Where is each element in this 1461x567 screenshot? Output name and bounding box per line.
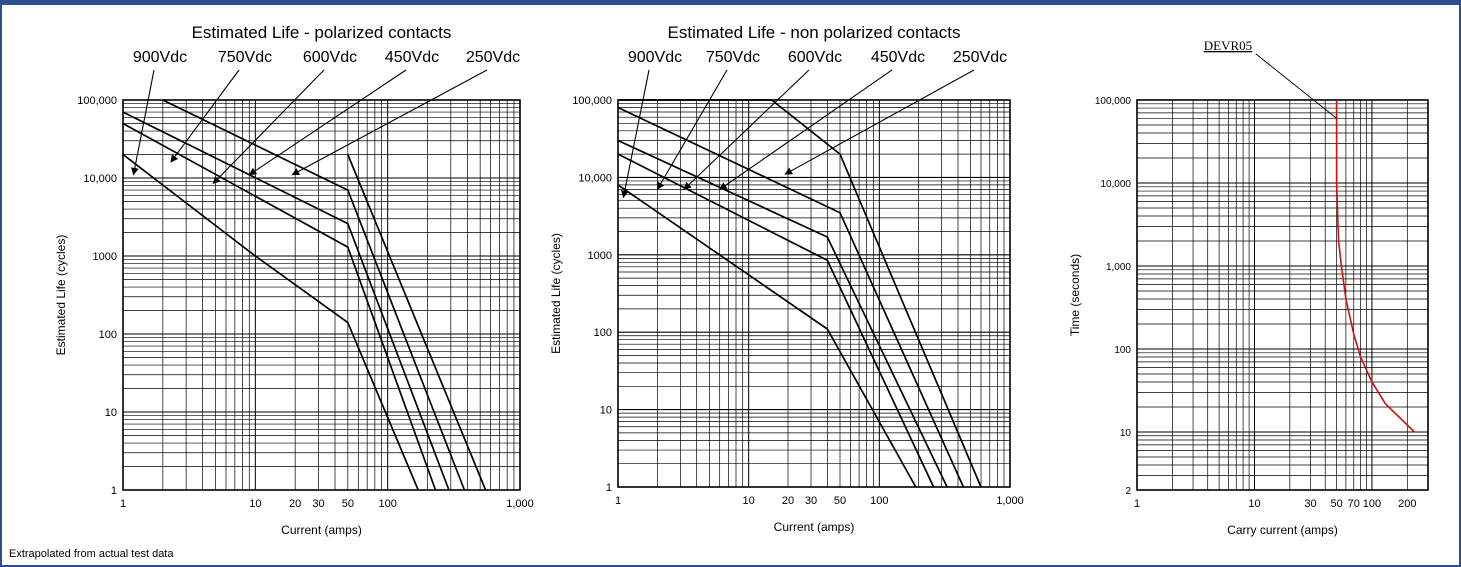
x-tick-label: 10 — [1248, 498, 1260, 510]
series-arrow — [212, 69, 325, 185]
chart-3: 1 10 30 50 70 100 2002101001,00010,000100,000C… — [1068, 38, 1429, 537]
x-tick-label: 50 — [834, 495, 846, 507]
series-label: 600Vdc — [788, 49, 842, 66]
series-line-900Vdc — [617, 184, 917, 488]
x-tick-label: 30 — [312, 498, 324, 510]
y-tick-label: 100,000 — [572, 95, 612, 107]
chart-2: 1 10 20 30 50 100 1,000 1 10 100 1000 10,000 100,000… — [549, 23, 1024, 534]
series-line-900Vdc — [122, 153, 419, 491]
y-tick-label: 10 — [1120, 428, 1132, 439]
series-label: 750Vdc — [218, 49, 272, 66]
y-axis-label: Estimated Life (cycles) — [54, 235, 68, 356]
series-arrow — [1255, 53, 1337, 119]
series-label: 900Vdc — [628, 49, 682, 66]
chart-1: 1 10 20 30 50 100 1,000 1 10 100 1000 10,000 100,000… — [54, 23, 534, 537]
y-axis-label: Estimated Life (cycles) — [549, 233, 563, 354]
series-line-450Vdc — [162, 99, 466, 491]
y-tick-label: 1,000 — [1106, 262, 1131, 273]
y-tick-label: 100 — [1114, 345, 1131, 356]
y-tick-label: 10,000 — [1100, 179, 1131, 190]
series-line-600Vdc — [617, 139, 948, 488]
x-axis-label: Current (amps) — [774, 520, 855, 534]
y-tick-label: 10 — [600, 405, 612, 417]
plot-border — [617, 99, 1011, 488]
series-label: 900Vdc — [133, 49, 187, 66]
series-label: DEVR05 — [1204, 38, 1252, 53]
series-line-750Vdc — [617, 153, 935, 488]
series-arrow — [291, 69, 488, 176]
x-tick-label: 20 — [289, 498, 301, 510]
y-tick-label: 10,000 — [578, 172, 612, 184]
series-line-600Vdc — [122, 111, 450, 491]
x-tick-label: 1 — [120, 498, 126, 510]
y-tick-label: 100,000 — [1095, 96, 1132, 107]
y-tick-label: 2 — [1125, 486, 1131, 497]
series-arrow — [170, 69, 240, 163]
x-tick-label: 1 — [1134, 498, 1140, 510]
series-line-250Vdc — [618, 99, 982, 488]
plot-border — [122, 99, 521, 491]
x-tick-label: 1,000 — [506, 498, 534, 510]
series-arrow — [719, 69, 893, 190]
y-tick-label: 100 — [99, 329, 117, 341]
y-tick-label: 100 — [594, 327, 612, 339]
x-axis-label: Carry current (amps) — [1227, 523, 1338, 537]
x-axis-label: Current (amps) — [281, 523, 362, 537]
x-tick-label: 100 — [378, 498, 396, 510]
grid — [1136, 100, 1429, 491]
series-label: 450Vdc — [871, 49, 925, 66]
series-line-750Vdc — [122, 122, 437, 491]
x-tick-label: 10 — [249, 498, 261, 510]
x-tick-label: 1 — [615, 495, 621, 507]
series-arrow — [656, 69, 728, 191]
series-label: 750Vdc — [706, 49, 760, 66]
x-tick-label: 70 — [1348, 498, 1360, 510]
y-tick-label: 10 — [105, 407, 117, 419]
x-tick-label: 100 — [870, 495, 888, 507]
x-tick-label: 50 — [342, 498, 354, 510]
x-tick-label: 100 — [1363, 498, 1381, 510]
series-label: 250Vdc — [953, 49, 1007, 66]
chart-title: Estimated Life - non polarized contacts — [668, 23, 961, 42]
x-tick-label: 10 — [743, 495, 755, 507]
series-label: 450Vdc — [385, 49, 439, 66]
x-tick-label: 1,000 — [996, 495, 1024, 507]
grid — [617, 100, 1010, 488]
x-tick-label: 50 — [1330, 498, 1342, 510]
series-arrow — [620, 69, 650, 199]
series-arrow — [248, 69, 407, 176]
x-tick-label: 20 — [782, 495, 794, 507]
x-tick-label: 30 — [805, 495, 817, 507]
series-label: 600Vdc — [303, 49, 357, 66]
series-arrow — [683, 69, 810, 190]
x-tick-label: 30 — [1304, 498, 1316, 510]
y-axis-label: Time (seconds) — [1068, 254, 1082, 336]
y-tick-label: 1000 — [588, 250, 612, 262]
footnote: Extrapolated from actual test data — [9, 548, 174, 560]
series-line-450Vdc — [617, 106, 965, 488]
series-label: 250Vdc — [466, 49, 520, 66]
y-tick-label: 100,000 — [77, 95, 117, 107]
plot-border — [1136, 99, 1429, 491]
chart-title: Estimated Life - polarized contacts — [192, 23, 452, 42]
series-line-DEVR05 — [1335, 100, 1415, 433]
y-tick-label: 1 — [606, 482, 612, 494]
y-tick-label: 1 — [111, 485, 117, 497]
y-tick-label: 1000 — [93, 251, 117, 263]
x-tick-label: 200 — [1398, 498, 1416, 510]
series-line-250Vdc — [347, 154, 487, 491]
series-arrow — [784, 69, 975, 175]
y-tick-label: 10,000 — [83, 173, 117, 185]
